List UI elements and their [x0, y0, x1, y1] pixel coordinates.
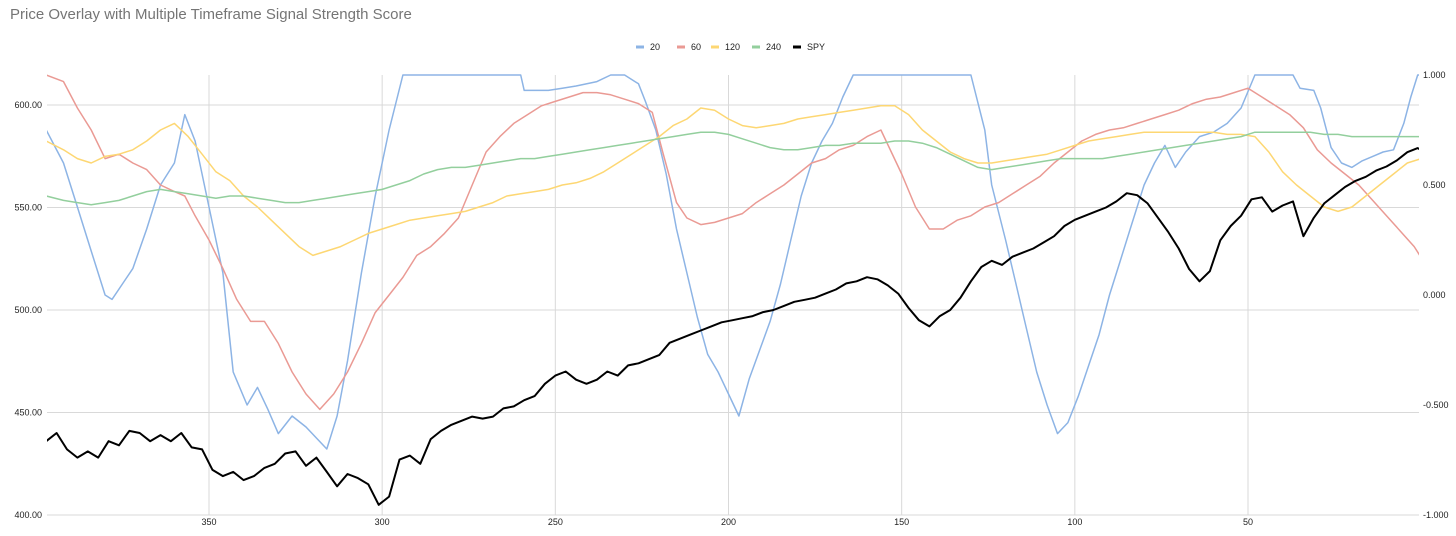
y-right-tick-label: -0.500	[1423, 400, 1449, 410]
y-left-tick-label: 600.00	[14, 100, 42, 110]
series-line-20	[47, 74, 1419, 450]
series-line-60	[47, 74, 1419, 411]
series-line-240	[47, 131, 1419, 206]
series-line-120	[47, 105, 1419, 257]
y-right-tick-label: 1.000	[1423, 70, 1446, 80]
x-tick-label: 250	[548, 517, 563, 527]
x-tick-label: 300	[375, 517, 390, 527]
legend-label-60: 60	[691, 42, 701, 52]
x-tick-label: 50	[1243, 517, 1253, 527]
legend-label-120: 120	[725, 42, 740, 52]
y-left-tick-label: 450.00	[14, 408, 42, 418]
y-right-tick-label: 0.500	[1423, 180, 1446, 190]
legend: 20 60 120 240 SPY	[636, 42, 825, 52]
y-left-tick-label: 550.00	[14, 203, 42, 213]
tick-labels: 400.00 450.00 500.00 550.00 600.00 350 300 250 2…	[14, 70, 1448, 527]
x-tick-label: 200	[721, 517, 736, 527]
y-right-tick-label: 0.000	[1423, 290, 1446, 300]
x-tick-label: 350	[201, 517, 216, 527]
legend-label-spy: SPY	[807, 42, 825, 52]
chart-title: Price Overlay with Multiple Timeframe Si…	[10, 6, 412, 23]
series-lines	[47, 74, 1419, 506]
grid	[47, 75, 1419, 516]
y-right-tick-label: -1.000	[1423, 510, 1449, 520]
series-line-spy	[47, 147, 1419, 506]
legend-label-240: 240	[766, 42, 781, 52]
legend-label-20: 20	[650, 42, 660, 52]
y-left-tick-label: 500.00	[14, 305, 42, 315]
x-tick-label: 100	[1067, 517, 1082, 527]
x-tick-label: 150	[894, 517, 909, 527]
y-left-tick-label: 400.00	[14, 510, 42, 520]
